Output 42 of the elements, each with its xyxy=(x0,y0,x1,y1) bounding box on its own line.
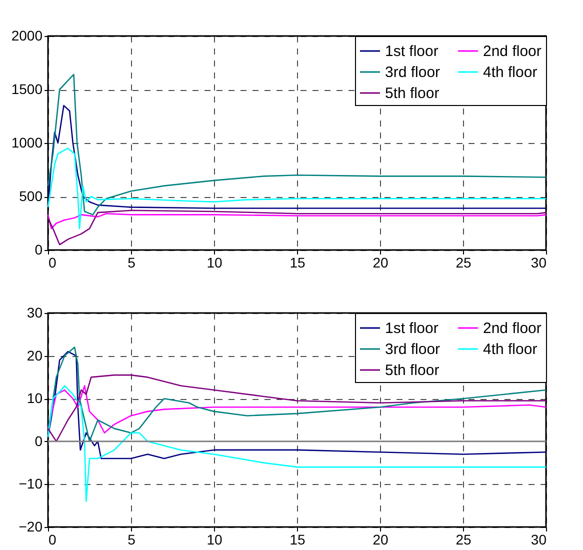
x-tick-label: 15 xyxy=(290,254,306,270)
legend-label: 5th floor xyxy=(385,85,440,102)
x-tick-label: 0 xyxy=(48,254,56,270)
line-series xyxy=(47,210,547,246)
x-tick-label: 20 xyxy=(372,254,388,270)
x-tick-label: 5 xyxy=(128,254,136,270)
line-series xyxy=(47,104,547,209)
line-series xyxy=(47,212,547,230)
y-tick-label: 1000 xyxy=(11,134,43,150)
y-tick-label: 20 xyxy=(26,347,43,364)
y-tick-label: 2000 xyxy=(11,28,43,44)
x-tick-label: 30 xyxy=(530,254,547,270)
line-series xyxy=(47,148,547,230)
line-series xyxy=(47,374,547,442)
y-tick-label: 0 xyxy=(34,242,43,258)
x-tick-label: 10 xyxy=(206,532,222,548)
y-tick-label: 0 xyxy=(34,432,43,449)
x-tick-label: 30 xyxy=(530,532,547,548)
legend-label: 4th floor xyxy=(483,64,538,81)
legend-label: 2nd floor xyxy=(483,320,542,337)
y-tick-label: 1500 xyxy=(11,81,43,97)
x-tick-label: 5 xyxy=(128,532,136,548)
x-tick-label: 25 xyxy=(456,532,472,548)
legend-label: 3rd floor xyxy=(385,341,440,358)
legend-label: 2nd floor xyxy=(483,43,542,60)
y-tick-label: 10 xyxy=(26,390,43,406)
line-series xyxy=(47,385,547,502)
x-tick-label: 15 xyxy=(290,532,306,548)
line-series xyxy=(47,385,547,434)
legend-label: 3rd floor xyxy=(385,64,440,81)
legend-label: 5th floor xyxy=(385,362,440,379)
y-tick-label: −10 xyxy=(18,476,43,492)
y-tick-label: −20 xyxy=(18,518,43,534)
x-tick-label: 25 xyxy=(456,254,472,270)
legend-label: 1st floor xyxy=(385,43,438,60)
y-tick-label: 500 xyxy=(19,188,43,204)
legend-label: 1st floor xyxy=(385,320,438,337)
x-tick-label: 0 xyxy=(48,532,56,548)
x-tick-label: 10 xyxy=(206,254,222,270)
legend-label: 4th floor xyxy=(483,341,538,358)
y-tick-label: 30 xyxy=(26,304,43,320)
x-tick-label: 20 xyxy=(372,532,388,548)
